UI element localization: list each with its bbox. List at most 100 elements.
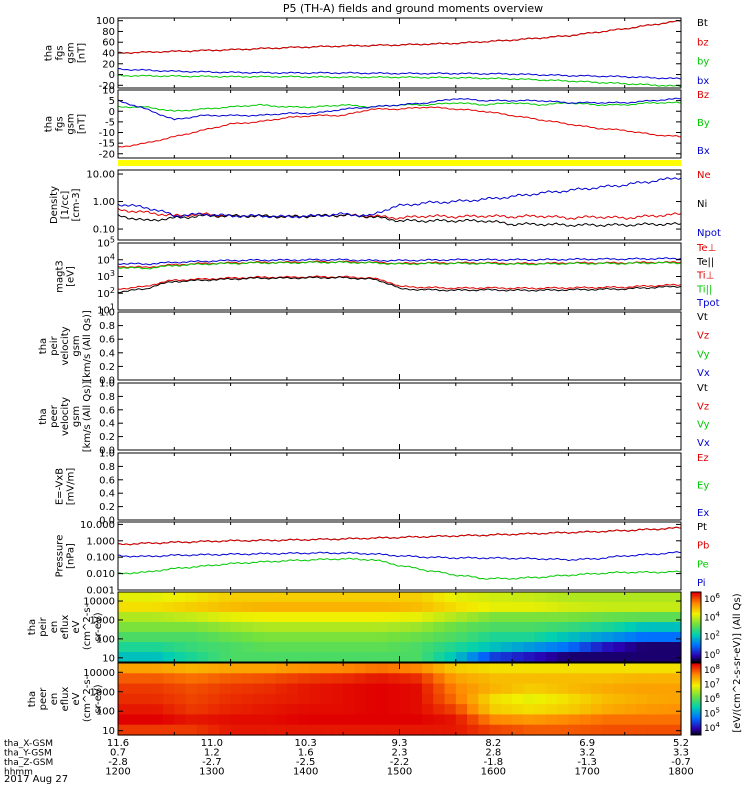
spectrogram-cell [140,592,153,603]
colorbar-cell [691,700,701,704]
spectrogram-cell [365,622,378,633]
colorbar-cell [691,634,701,637]
spectrogram-cell [376,592,389,603]
date-label: 2017 Aug 27 [4,774,68,785]
spectrogram-cell [433,592,446,603]
spectrogram-cell [624,622,637,633]
legend-entry: Ez [697,453,709,464]
y-axis-label: magt3 [55,260,66,293]
y-tick-label: 0 [109,107,115,118]
spectrogram-cell [399,683,412,695]
spectrogram-cell [467,632,479,643]
spectrogram-cell [444,652,457,663]
spectrogram-cell [545,663,558,674]
legend-entry: Bx [697,146,710,157]
y-tick-label: 0.2 [99,362,115,373]
spectrogram-cell [140,602,153,613]
spectrogram-cell [118,592,130,603]
spectrogram-cell [478,602,491,613]
spectrogram-cell [523,612,536,623]
spectrogram-cell [286,602,299,613]
x-axis-value: 11.6 [107,738,129,749]
y-axis-label: [1/cc] [60,191,71,220]
spectrogram-cell [343,693,356,705]
spectrogram-cell [275,714,288,726]
x-axis-value: 9.3 [392,738,408,749]
legend-entry: Vz [697,401,709,412]
spectrogram-cell [376,602,389,613]
spectrogram-cell [230,612,243,623]
spectrogram-cell [658,652,671,663]
spectrogram-cell [230,632,243,643]
x-axis-row-label: hhmm [4,768,33,778]
spectrogram-cell [444,592,457,603]
spectrogram-cell [309,704,322,716]
x-axis-value: -2.8 [108,757,128,768]
spectrogram-cell [557,622,569,633]
spectrogram-cell [613,704,626,716]
colorbar-cell [691,709,701,713]
spectrogram-cell [376,693,389,705]
legend-entry: Ne [697,170,711,181]
spectrogram-cell [590,592,603,603]
spectrogram-cell [635,592,648,603]
spectrogram-cell [455,622,468,633]
spectrogram-cell [174,612,187,623]
colorbar-tick-label: 102 [704,629,720,642]
spectrogram-cell [320,663,333,674]
spectrogram-cell [275,632,288,643]
spectrogram-cell [500,622,513,633]
legend-entry: bz [697,37,709,48]
spectrogram-cell [343,642,356,653]
spectrogram-cell [534,632,547,643]
spectrogram-cell [410,693,423,705]
y-tick-label: 40 [102,49,115,60]
x-axis-value: 1300 [199,767,224,778]
spectrogram-cell [489,642,502,653]
spectrogram-cell [568,663,581,674]
spectrogram-cell [534,592,547,603]
y-tick-label: 0.0 [99,516,115,527]
spectrogram-cell [658,612,671,623]
spectrogram-cell [185,622,198,633]
spectrogram-cell [422,693,434,705]
spectrogram-cell [253,714,265,726]
x-axis-row-label: tha_X-GSM [4,739,53,749]
colorbar-cell [691,711,701,714]
spectrogram-cell [343,683,356,695]
spectrogram-cell [309,663,322,674]
spectrogram-cell [230,724,243,736]
spectrogram-cell [467,704,479,716]
spectrogram-cell [286,663,299,674]
colorbar-cell [691,708,701,711]
spectrogram-cell [579,724,592,736]
spectrogram-cell [376,714,389,726]
colorbar-cell [691,599,701,602]
spectrogram-cell [602,683,615,695]
spectrogram-cell [163,683,175,695]
spectrogram-cell [298,622,311,633]
spectrogram-cell [388,602,401,613]
x-axis-value: 1700 [574,767,599,778]
spectrogram-cell [422,632,434,643]
y-tick-label: 0.0 [99,376,115,387]
spectrogram-cell [478,663,491,674]
spectrogram-cell [129,632,142,643]
spectrogram-cell [590,683,603,695]
spectrogram-cell [489,673,502,685]
spectrogram-cell [512,612,524,623]
spectrogram-cell [444,602,457,613]
spectrogram-cell [196,632,209,643]
spectrogram-cell [613,642,626,653]
spectrogram-cell [118,704,130,716]
colorbar-cell [691,614,701,617]
y-tick-label: 10 [102,726,115,737]
spectrogram-cell [196,673,209,685]
spectrogram-cell [455,652,468,663]
spectrogram-cell [343,592,356,603]
spectrogram-cell [557,592,569,603]
spectrogram-cell [376,652,389,663]
spectrogram-cell [208,632,220,643]
spectrogram-cell [118,683,130,695]
spectrogram-cell [658,704,671,716]
